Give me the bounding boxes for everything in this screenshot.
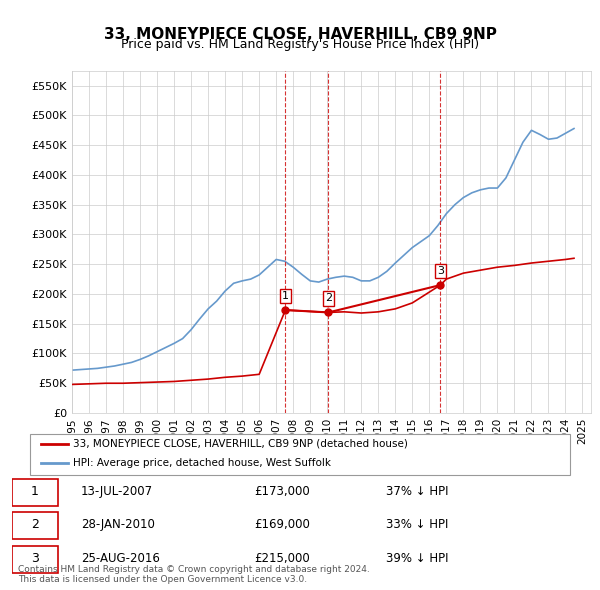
Text: 2: 2 xyxy=(31,518,39,531)
Text: 37% ↓ HPI: 37% ↓ HPI xyxy=(386,485,449,498)
FancyBboxPatch shape xyxy=(12,479,58,506)
FancyBboxPatch shape xyxy=(12,512,58,539)
Text: HPI: Average price, detached house, West Suffolk: HPI: Average price, detached house, West… xyxy=(73,458,331,468)
Text: 13-JUL-2007: 13-JUL-2007 xyxy=(81,485,153,498)
Text: 3: 3 xyxy=(437,266,444,276)
Text: 33, MONEYPIECE CLOSE, HAVERHILL, CB9 9NP: 33, MONEYPIECE CLOSE, HAVERHILL, CB9 9NP xyxy=(104,27,496,41)
Text: 1: 1 xyxy=(282,291,289,301)
Text: £173,000: £173,000 xyxy=(254,485,310,498)
Text: 25-AUG-2016: 25-AUG-2016 xyxy=(81,552,160,565)
Text: Contains HM Land Registry data © Crown copyright and database right 2024.
This d: Contains HM Land Registry data © Crown c… xyxy=(18,565,370,584)
Text: £215,000: £215,000 xyxy=(254,552,310,565)
Text: 33% ↓ HPI: 33% ↓ HPI xyxy=(386,518,449,531)
FancyBboxPatch shape xyxy=(12,546,58,573)
Text: 1: 1 xyxy=(31,485,39,498)
Text: 2: 2 xyxy=(325,293,332,303)
Text: 33, MONEYPIECE CLOSE, HAVERHILL, CB9 9NP (detached house): 33, MONEYPIECE CLOSE, HAVERHILL, CB9 9NP… xyxy=(73,439,408,449)
Text: Price paid vs. HM Land Registry's House Price Index (HPI): Price paid vs. HM Land Registry's House … xyxy=(121,38,479,51)
Text: 28-JAN-2010: 28-JAN-2010 xyxy=(81,518,155,531)
Text: £169,000: £169,000 xyxy=(254,518,310,531)
FancyBboxPatch shape xyxy=(30,434,570,475)
Text: 39% ↓ HPI: 39% ↓ HPI xyxy=(386,552,449,565)
Text: 3: 3 xyxy=(31,552,39,565)
